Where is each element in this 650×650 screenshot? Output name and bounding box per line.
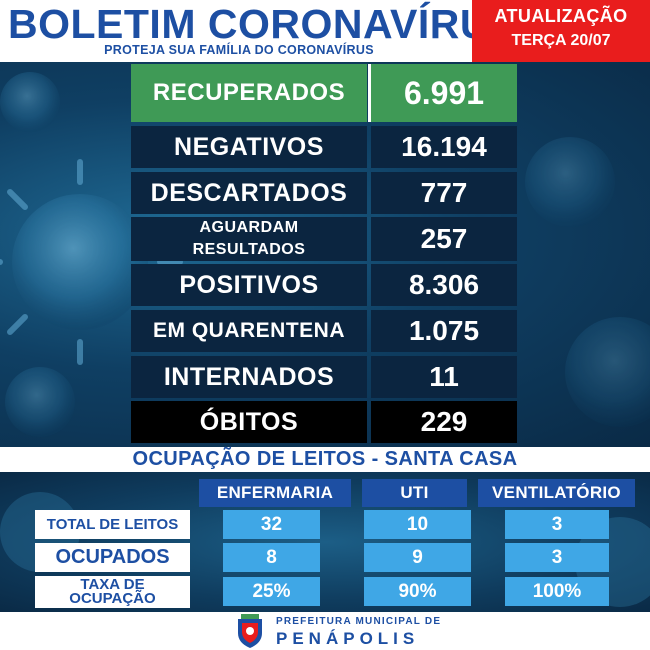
stat-label: INTERNADOS [131,356,367,398]
footer: PREFEITURA MUNICIPAL DE PENÁPOLIS [0,612,650,650]
stat-label: DESCARTADOS [131,172,367,214]
stat-row-awaiting: AGUARDAM RESULTADOS 257 [131,217,517,261]
stat-row-discarded: DESCARTADOS 777 [131,172,517,214]
stat-value: 229 [371,401,517,443]
beds-column-header: UTI [362,479,467,507]
stat-value: 11 [371,356,517,398]
header: BOLETIM CORONAVÍRUS PROTEJA SUA FAMÍLIA … [0,0,650,62]
beds-cell: 9 [364,543,471,572]
beds-cell: 32 [223,510,320,539]
stat-row-hospitalized: INTERNADOS 11 [131,356,517,398]
stat-value: 8.306 [371,264,517,306]
stat-value: 16.194 [371,126,517,168]
stat-value: 1.075 [371,310,517,352]
beds-column-header: ENFERMARIA [199,479,351,507]
beds-row-label: TAXA DE OCUPAÇÃO [35,576,190,608]
stat-row-positive: POSITIVOS 8.306 [131,264,517,306]
stat-value: 777 [371,172,517,214]
stat-label-line2: RESULTADOS [192,241,306,258]
bulletin-subtitle: PROTEJA SUA FAMÍLIA DO CORONAVÍRUS [104,43,374,57]
beds-cell: 100% [505,577,609,606]
stat-value: 257 [371,217,517,261]
virus-illustration-icon [0,72,650,437]
stat-row-negative: NEGATIVOS 16.194 [131,126,517,168]
beds-cell: 3 [505,510,609,539]
beds-section-title: OCUPAÇÃO DE LEITOS - SANTA CASA [0,447,650,472]
stat-label: RECUPERADOS [131,64,367,122]
stat-label: POSITIVOS [131,264,367,306]
update-badge: ATUALIZAÇÃO TERÇA 20/07 [472,0,650,62]
beds-row-label-line2: OCUPAÇÃO [69,590,156,607]
update-label: ATUALIZAÇÃO [494,6,628,26]
beds-cell: 8 [223,543,320,572]
beds-row-label: TOTAL DE LEITOS [35,510,190,539]
footer-line2: PENÁPOLIS [276,629,420,648]
stat-row-deaths: ÓBITOS 229 [131,401,517,443]
city-crest-icon [238,614,262,648]
footer-line1: PREFEITURA MUNICIPAL DE [276,616,442,627]
stat-label: EM QUARENTENA [131,310,367,352]
stat-label: AGUARDAM RESULTADOS [131,217,367,261]
stat-label: NEGATIVOS [131,126,367,168]
stat-label-line1: AGUARDAM [199,219,299,236]
beds-cell: 25% [223,577,320,606]
stat-label: ÓBITOS [131,401,367,443]
beds-cell: 10 [364,510,471,539]
update-date: TERÇA 20/07 [511,32,611,49]
beds-cell: 90% [364,577,471,606]
beds-row-label: OCUPADOS [35,543,190,572]
beds-cell: 3 [505,543,609,572]
bulletin-title: BOLETIM CORONAVÍRUS [8,1,518,47]
beds-column-header: VENTILATÓRIO [478,479,635,507]
stat-value: 6.991 [368,64,517,122]
stat-row-quarantine: EM QUARENTENA 1.075 [131,310,517,352]
stat-row-recovered: RECUPERADOS 6.991 [131,64,517,122]
beds-row-label-line1: TAXA DE [80,576,145,593]
